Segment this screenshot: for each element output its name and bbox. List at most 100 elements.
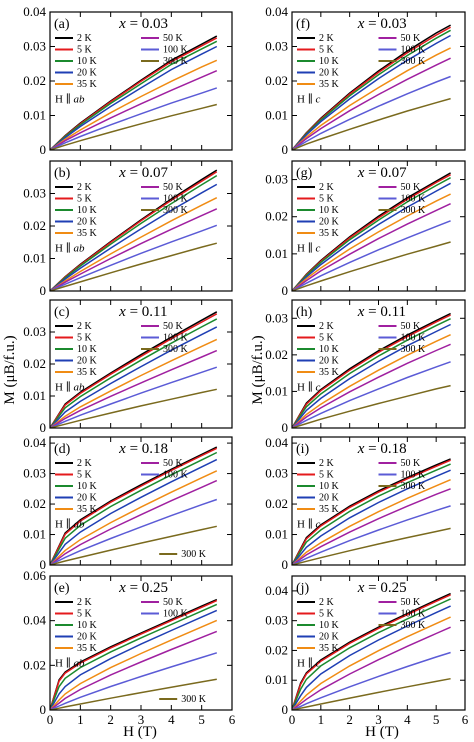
- series-group: [50, 35, 218, 150]
- series-line-35k: [292, 47, 451, 150]
- field-direction-label: H ∥ ab: [55, 518, 85, 531]
- y-tick-label: 0.03: [23, 186, 46, 201]
- y-tick-label: 0.03: [265, 613, 288, 628]
- composition-label: x = 0.03: [118, 16, 168, 32]
- y-tick-label: 0.04: [23, 613, 46, 628]
- series-line-10k: [50, 603, 218, 710]
- series-line-10k: [50, 318, 218, 428]
- legend-label: 2 K: [319, 182, 335, 193]
- series-group: [50, 311, 218, 428]
- y-tick-label: 0.02: [23, 218, 46, 233]
- series-line-10k: [292, 598, 451, 710]
- legend-label: 2 K: [77, 182, 93, 193]
- panel-tag: (h): [296, 305, 313, 320]
- plot-frame: [291, 575, 466, 711]
- field-direction-label: H ∥ c: [297, 381, 321, 394]
- panel-j: 0 0.01 0.02 0.03 0.04 0 1 2 3 4 5 6 (j) x = 0.25 2 K5 …: [265, 575, 469, 727]
- series-line-35k: [292, 616, 451, 710]
- y-axis-title-right: M (μB/f.u.): [250, 335, 266, 404]
- x-axis-title-left: H (T): [123, 724, 157, 740]
- legend-label: 20 K: [77, 217, 98, 228]
- composition-label: x = 0.25: [357, 580, 407, 596]
- series-group: [292, 592, 451, 710]
- legend-label: 50 K: [163, 597, 184, 608]
- series-group: [292, 172, 451, 291]
- composition-label: x = 0.03: [357, 16, 407, 32]
- series-line-5k: [50, 313, 218, 428]
- legend-label: 35 K: [319, 504, 340, 515]
- series-line-50k: [292, 626, 451, 710]
- legend-label: 50 K: [401, 182, 422, 193]
- legend-label: 100 K: [401, 333, 427, 344]
- series-group: [292, 312, 451, 428]
- series-line-2k: [292, 312, 451, 428]
- panel-tag: (i): [296, 442, 310, 457]
- series-line-20k: [50, 326, 218, 428]
- panel-f: 0 0.01 0.02 0.03 0.04 (f) x = 0.03 2 K5 K10 K20…: [265, 4, 466, 157]
- legend-label: 5 K: [77, 45, 93, 56]
- series-group: [292, 24, 451, 150]
- series-line-100k: [50, 366, 218, 428]
- series-line-10k: [50, 174, 218, 291]
- series-group: [292, 458, 451, 565]
- x-tick-label: 3: [138, 712, 145, 727]
- legend-label: 2 K: [77, 458, 93, 469]
- y-tick-label: 0.02: [265, 642, 288, 657]
- legend-label: 2 K: [319, 33, 335, 44]
- legend-label: 5 K: [77, 194, 93, 205]
- legend-label: 100 K: [163, 609, 189, 620]
- field-direction-label: H ∥ c: [297, 242, 321, 255]
- series-line-100k: [292, 505, 451, 565]
- y-tick-label: 0.03: [265, 39, 288, 54]
- series-line-20k: [50, 609, 218, 710]
- y-tick-label: 0.03: [265, 310, 288, 325]
- series-line-300k: [292, 677, 451, 710]
- y-tick-label: 0: [40, 142, 47, 157]
- series-line-2k: [50, 311, 218, 428]
- y-tick-label: 0: [40, 420, 47, 435]
- series-line-20k: [292, 469, 451, 565]
- x-tick-label: 5: [433, 712, 440, 727]
- series-line-35k: [50, 470, 218, 565]
- legend-label: 10 K: [77, 205, 98, 216]
- series-line-300k: [50, 678, 217, 710]
- series-line-20k: [292, 323, 451, 428]
- legend-label: 35 K: [319, 79, 340, 90]
- panel-tag: (c): [54, 305, 70, 320]
- series-line-10k: [292, 318, 451, 428]
- legend-label: 300 K: [181, 694, 207, 705]
- x-tick-label: 4: [404, 712, 411, 727]
- legend-label: 100 K: [163, 333, 189, 344]
- series-line-50k: [50, 208, 218, 291]
- y-tick-label: 0.01: [265, 527, 288, 542]
- legend-label: 100 K: [401, 45, 427, 56]
- panel-a: 0 0.01 0.02 0.03 0.04 (a) x = 0.03 2 K5 K10 K20…: [23, 4, 233, 157]
- legend-label: 10 K: [77, 56, 98, 67]
- field-direction-label: H ∥ c: [297, 518, 321, 531]
- y-tick-label: 0.03: [265, 172, 288, 187]
- legend-label: 100 K: [163, 470, 189, 481]
- series-line-100k: [50, 652, 218, 710]
- legend-label: 5 K: [319, 609, 335, 620]
- y-tick-label: 0: [40, 557, 47, 572]
- series-line-300k: [50, 525, 217, 565]
- panel-g: 0 0.01 0.02 0.03 (g) x = 0.07 2 K5 K10 K20 K35…: [265, 160, 466, 298]
- y-tick-label: 0.01: [265, 246, 288, 261]
- x-tick-label: 2: [107, 712, 114, 727]
- series-line-100k: [50, 498, 218, 565]
- y-tick-label: 0.01: [23, 251, 46, 266]
- series-line-35k: [50, 338, 218, 428]
- legend-label: 50 K: [163, 33, 184, 44]
- series-line-20k: [50, 183, 218, 291]
- series-line-5k: [292, 314, 451, 428]
- series-line-10k: [50, 451, 218, 565]
- legend-label: 20 K: [319, 356, 340, 367]
- x-tick-label: 0: [47, 712, 54, 727]
- legend-label: 10 K: [77, 344, 98, 355]
- composition-label: x = 0.25: [118, 580, 168, 596]
- legend-label: 10 K: [319, 620, 340, 631]
- series-group: [50, 598, 218, 710]
- y-tick-label: 0.01: [265, 108, 288, 123]
- panel-tag: (g): [296, 166, 313, 181]
- series-line-100k: [292, 361, 451, 428]
